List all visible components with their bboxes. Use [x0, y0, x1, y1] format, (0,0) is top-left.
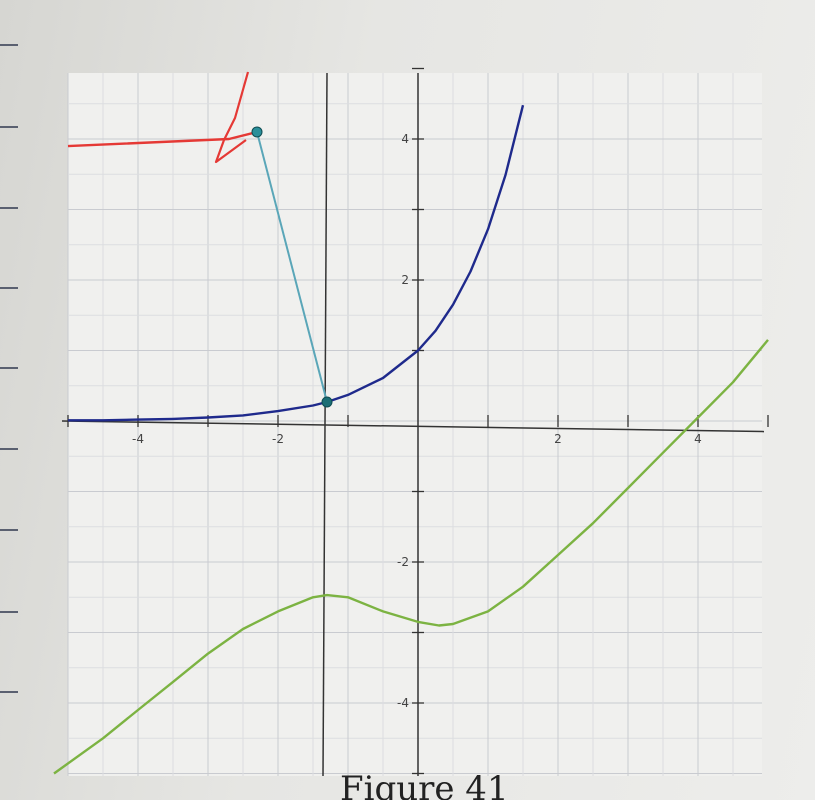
tick-labels: -4 -2 2 4 -4 -2 2 4 [132, 132, 702, 710]
series-group [53, 71, 769, 775]
plot-area [68, 73, 762, 776]
grid-lines [67, 73, 762, 776]
points-group [251, 126, 333, 408]
x-tick-label: 4 [694, 432, 702, 446]
y-tick-label: 2 [401, 273, 409, 287]
y-tick-label: 4 [401, 132, 409, 146]
series-line-2 [256, 131, 328, 403]
y-tick-label: -2 [397, 555, 409, 569]
series-line-0 [68, 104, 525, 422]
margin-tick-marks [0, 44, 18, 693]
figure-caption: Figure 41 [340, 772, 509, 800]
red-hand-stroke [214, 71, 250, 164]
x-tick-label: -2 [272, 432, 284, 446]
series-line-3 [67, 130, 258, 148]
point-0 [251, 126, 263, 138]
x-tick-label: 2 [554, 432, 562, 446]
x-axis [61, 420, 765, 433]
point-1 [321, 396, 333, 408]
series-line-1 [53, 339, 769, 775]
y-tick-label: -4 [397, 696, 409, 710]
x-tick-label: -4 [132, 432, 144, 446]
